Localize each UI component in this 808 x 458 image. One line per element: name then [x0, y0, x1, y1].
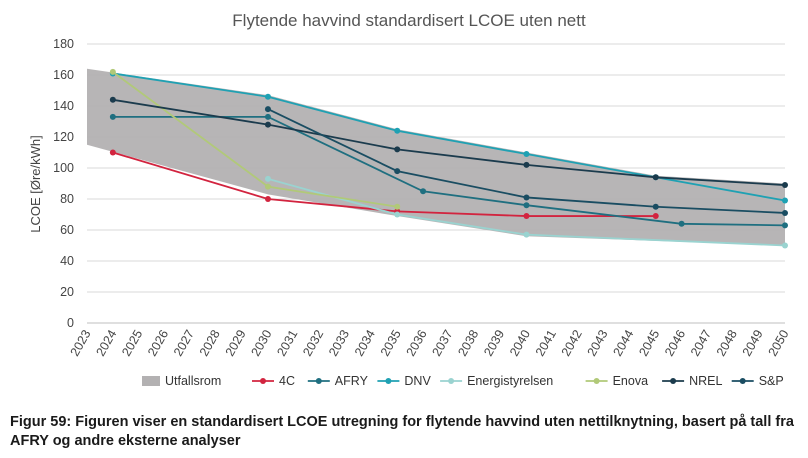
- series-line-afry: [112, 115, 786, 227]
- chart-area: Flytende havvind standardisert LCOE uten…: [28, 11, 792, 388]
- legend-marker-nrel: [670, 378, 677, 384]
- x-tick-label: 2037: [429, 327, 455, 358]
- legend-marker-dnv: [385, 378, 392, 384]
- legend-label: Utfallsrom: [165, 374, 221, 388]
- y-axis-label: LCOE [Øre/kWh]: [28, 135, 43, 233]
- x-tick-label: 2042: [559, 327, 585, 358]
- x-tick-label: 2026: [145, 327, 171, 358]
- x-tick-label: 2035: [378, 327, 404, 358]
- x-tick-label: 2047: [688, 327, 714, 358]
- data-point-dnv: [394, 127, 401, 134]
- data-point-nrel: [109, 96, 116, 103]
- legend-marker-afry: [315, 378, 322, 384]
- data-point-s-p: [652, 203, 659, 210]
- y-tick-label: 160: [53, 68, 74, 82]
- x-tick-label: 2030: [249, 327, 275, 358]
- legend-marker-s-p: [739, 378, 746, 384]
- x-tick-label: 2036: [404, 327, 430, 358]
- data-point-nrel: [264, 121, 271, 128]
- data-point-s-p: [394, 168, 401, 175]
- x-tick-label: 2033: [326, 327, 352, 358]
- data-point-afry: [523, 202, 530, 209]
- legend-label: 4C: [279, 374, 295, 388]
- legend-label: S&P: [759, 374, 784, 388]
- legend-label: DNV: [404, 374, 431, 388]
- data-point-nrel: [394, 146, 401, 153]
- line-chart: Flytende havvind standardisert LCOE uten…: [28, 11, 792, 388]
- legend-marker-enova: [593, 378, 600, 384]
- y-tick-label: 80: [60, 192, 74, 206]
- y-tick-label: 120: [53, 130, 74, 144]
- data-point-energistyrelsen: [394, 211, 401, 218]
- data-point-afry: [678, 220, 685, 227]
- data-point-4c: [523, 213, 530, 220]
- data-point-afry: [109, 113, 116, 120]
- legend-label: AFRY: [335, 374, 369, 388]
- x-tick-label: 2031: [274, 327, 300, 358]
- data-point-energistyrelsen: [782, 242, 788, 249]
- data-point-s-p: [782, 209, 788, 216]
- y-tick-label: 60: [60, 223, 74, 237]
- legend-label: NREL: [689, 374, 722, 388]
- data-point-afry: [264, 113, 271, 120]
- legend-label: Enova: [613, 374, 648, 388]
- chart-title: Flytende havvind standardisert LCOE uten…: [232, 11, 586, 30]
- x-tick-label: 2034: [352, 327, 378, 358]
- data-point-dnv: [264, 93, 271, 100]
- figure-caption: Figur 59: Figuren viser en standardisert…: [10, 414, 794, 449]
- x-tick-label: 2043: [585, 327, 611, 358]
- x-tick-label: 2025: [119, 327, 145, 358]
- data-point-s-p: [264, 106, 271, 113]
- x-tick-label: 2040: [507, 327, 533, 358]
- x-tick-label: 2039: [481, 327, 507, 358]
- data-point-4c: [264, 196, 271, 202]
- data-point-afry: [782, 222, 788, 229]
- y-tick-label: 20: [60, 285, 74, 299]
- x-tick-label: 2024: [93, 327, 119, 358]
- x-tick-label: 2044: [610, 327, 636, 358]
- x-tick-label: 2050: [766, 327, 792, 358]
- x-tick-label: 2049: [740, 327, 766, 358]
- series-line-dnv: [112, 72, 786, 202]
- x-tick-label: 2041: [533, 327, 559, 358]
- legend: Utfallsrom 4C AFRY DNV Energistyrelsen Enova N…: [142, 374, 784, 388]
- y-tick-label: 40: [60, 254, 74, 268]
- data-point-4c: [652, 213, 659, 220]
- data-point-dnv: [523, 151, 530, 158]
- data-point-s-p: [523, 194, 530, 201]
- legend-marker-4c: [260, 378, 266, 384]
- x-tick-label: 2038: [455, 327, 481, 358]
- data-point-nrel: [652, 174, 659, 181]
- data-point-4c: [109, 149, 116, 156]
- range-band-layer: [87, 68, 785, 246]
- series-layer: [109, 68, 788, 249]
- data-point-afry: [420, 188, 427, 195]
- legend-swatch-range-band: [142, 376, 160, 386]
- x-tick-label: 2046: [662, 327, 688, 358]
- range-band-area: [87, 68, 785, 246]
- x-tick-label: 2045: [636, 327, 662, 358]
- x-tick-label: 2027: [171, 327, 197, 358]
- legend-label: Energistyrelsen: [467, 374, 553, 388]
- data-point-enova: [109, 68, 116, 75]
- y-tick-label: 180: [53, 37, 74, 51]
- y-tick-label: 0: [67, 316, 74, 330]
- x-tick-label: 2028: [197, 327, 223, 358]
- data-point-nrel: [782, 182, 788, 189]
- data-point-dnv: [782, 197, 788, 204]
- series-line-nrel: [112, 98, 786, 186]
- y-tick-label: 140: [53, 99, 74, 113]
- data-point-enova: [264, 183, 271, 190]
- x-tick-label: 2032: [300, 327, 326, 358]
- legend-marker-energistyrelsen: [448, 378, 455, 384]
- x-tick-label: 2029: [223, 327, 249, 358]
- data-point-nrel: [523, 161, 530, 168]
- y-tick-label: 100: [53, 161, 74, 175]
- data-point-enova: [394, 203, 401, 210]
- data-point-energistyrelsen: [264, 175, 271, 182]
- x-tick-label: 2048: [714, 327, 740, 358]
- data-point-energistyrelsen: [523, 231, 530, 238]
- x-tick-label: 2023: [68, 327, 94, 358]
